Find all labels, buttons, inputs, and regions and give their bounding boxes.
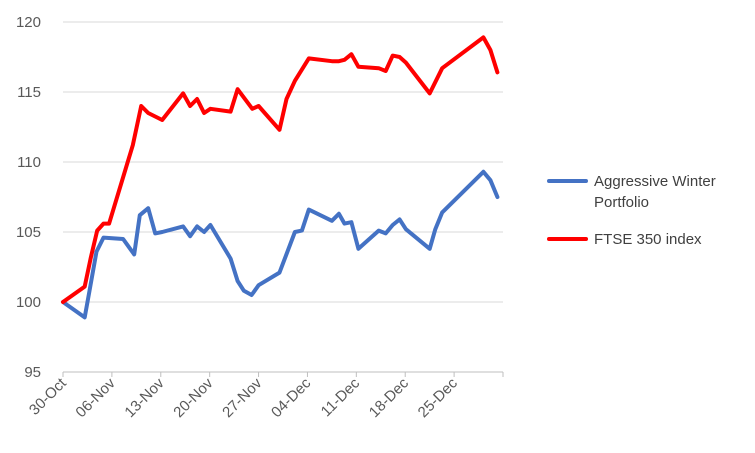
x-tick-label: 27-Nov [219,374,266,421]
x-axis-tick-labels: 30-Oct 06-Nov 13-Nov 20-Nov 27-Nov 04-Dec 11-D… [26,374,461,421]
legend-label-ftse-350-index: FTSE 350 index [594,231,702,248]
x-tick-label: 04-Dec [268,374,315,421]
series-line-aggressive-winter-portfolio [61,169,500,320]
y-tick-label: 120 [16,14,41,31]
legend: Aggressive Winter Portfolio FTSE 350 index [547,173,716,248]
y-tick-label: 110 [17,154,41,171]
x-tick-label: 20-Nov [170,374,217,421]
series-line-ftse-350-index [61,35,500,304]
y-axis-tick-labels: 95 100 105 110 115 120 [16,14,41,381]
series-lines [61,35,500,320]
x-tick-label: 06-Nov [73,374,120,421]
x-tick-label: 13-Nov [121,374,168,421]
x-tick-label: 11-Dec [318,374,364,420]
y-tick-label: 115 [17,84,41,101]
x-axis [62,371,504,377]
x-tick-label: 18-Dec [366,374,413,421]
y-tick-label: 95 [24,364,41,381]
y-tick-label: 105 [16,224,41,241]
y-tick-label: 100 [16,294,41,311]
x-tick-label: 25-Dec [415,374,462,421]
legend-label-aggressive-winter-portfolio: Aggressive Winter Portfolio [594,173,716,211]
